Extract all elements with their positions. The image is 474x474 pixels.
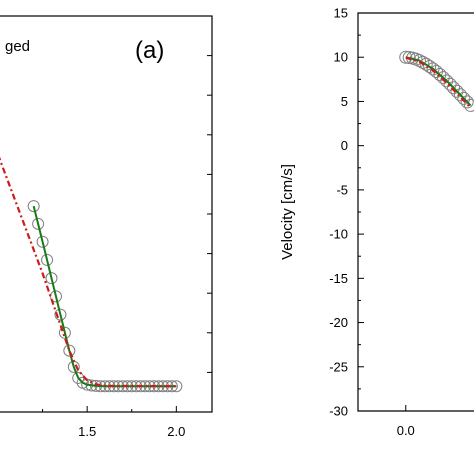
panel-b-series-0-point bbox=[399, 50, 413, 64]
panel-a-series-0-point bbox=[58, 326, 71, 339]
panel-b-series-0-point bbox=[460, 95, 474, 109]
panel-b-ytick-label: -15 bbox=[329, 271, 348, 286]
panel-b-ytick-label: -20 bbox=[329, 315, 348, 330]
panel-b-ytick-label: -10 bbox=[329, 227, 348, 242]
panel-b-series-0-point bbox=[450, 84, 464, 98]
panel-a-series-0-point bbox=[45, 272, 58, 285]
panel-b-ytick-label: 0 bbox=[341, 138, 348, 153]
panel-a-series-0-point bbox=[63, 344, 76, 357]
panel-b-ticks: 0.0 15 10 5 0 -5 -10 -15 -20 -25 -30 bbox=[329, 6, 415, 439]
panel-a-series-0-point bbox=[27, 200, 40, 213]
panel-b-ytick-label: 15 bbox=[334, 6, 348, 21]
panel-b-series-0-point bbox=[440, 74, 454, 88]
panel-a-series-1-line bbox=[32, 205, 177, 388]
panel-b-series-0-point bbox=[436, 71, 450, 85]
panel-a-series-2-line bbox=[0, 156, 177, 388]
panel-a-series-0-point bbox=[49, 290, 62, 303]
panel-a-ticks: 1.5 2.0 bbox=[42, 15, 212, 439]
panel-a-frame bbox=[0, 15, 213, 413]
panel-b-series-0-point bbox=[453, 88, 467, 102]
panel-a-plot-area bbox=[0, 156, 183, 393]
panel-a-xtick-label: 1.5 bbox=[78, 424, 96, 439]
panel-b-plot-area bbox=[399, 50, 474, 112]
panel-b-ylabel: Velocity [cm/s] bbox=[279, 164, 296, 260]
panel-b-ytick-label: -30 bbox=[329, 404, 348, 419]
panel-b-series-0-point bbox=[423, 60, 437, 74]
panel-b-series-0-point bbox=[464, 98, 474, 112]
panel-b-chart: 0.0 15 10 5 0 -5 -10 -15 -20 -25 -30 Velocity [cm/… bbox=[279, 6, 474, 439]
panel-a-series-0-point bbox=[36, 235, 49, 248]
panel-b-series-0-point bbox=[447, 81, 461, 95]
panel-a-label: (a) bbox=[135, 37, 164, 64]
panel-b-series-2-line bbox=[405, 56, 472, 109]
panel-b-series-0-point bbox=[412, 54, 426, 68]
panel-b-series-1-line bbox=[405, 56, 472, 107]
panel-b-ytick-label: 10 bbox=[334, 50, 348, 65]
panel-b-ytick-label: 5 bbox=[341, 94, 348, 109]
panel-b-series-0-point bbox=[457, 91, 471, 105]
panel-a-series-0-point bbox=[54, 308, 67, 321]
panel-a-series-0-point bbox=[32, 217, 45, 230]
panel-b-ytick-label: -5 bbox=[336, 182, 348, 197]
panel-a-chart: 1.5 2.0 ged (a) bbox=[0, 15, 213, 439]
panel-a-series-0-point bbox=[41, 253, 54, 266]
panel-a-xtick-label: 2.0 bbox=[167, 424, 185, 439]
panel-b-series-0-point bbox=[443, 77, 457, 91]
panel-b-series-0-point bbox=[416, 55, 430, 69]
panel-b-xtick-label: 0.0 bbox=[397, 423, 415, 438]
panel-b-ytick-label: -25 bbox=[329, 359, 348, 374]
panel-b-series-0-point bbox=[419, 57, 433, 71]
panel-b-axis-frame bbox=[357, 12, 474, 412]
panel-a-legend-fragment: ged bbox=[5, 38, 30, 55]
